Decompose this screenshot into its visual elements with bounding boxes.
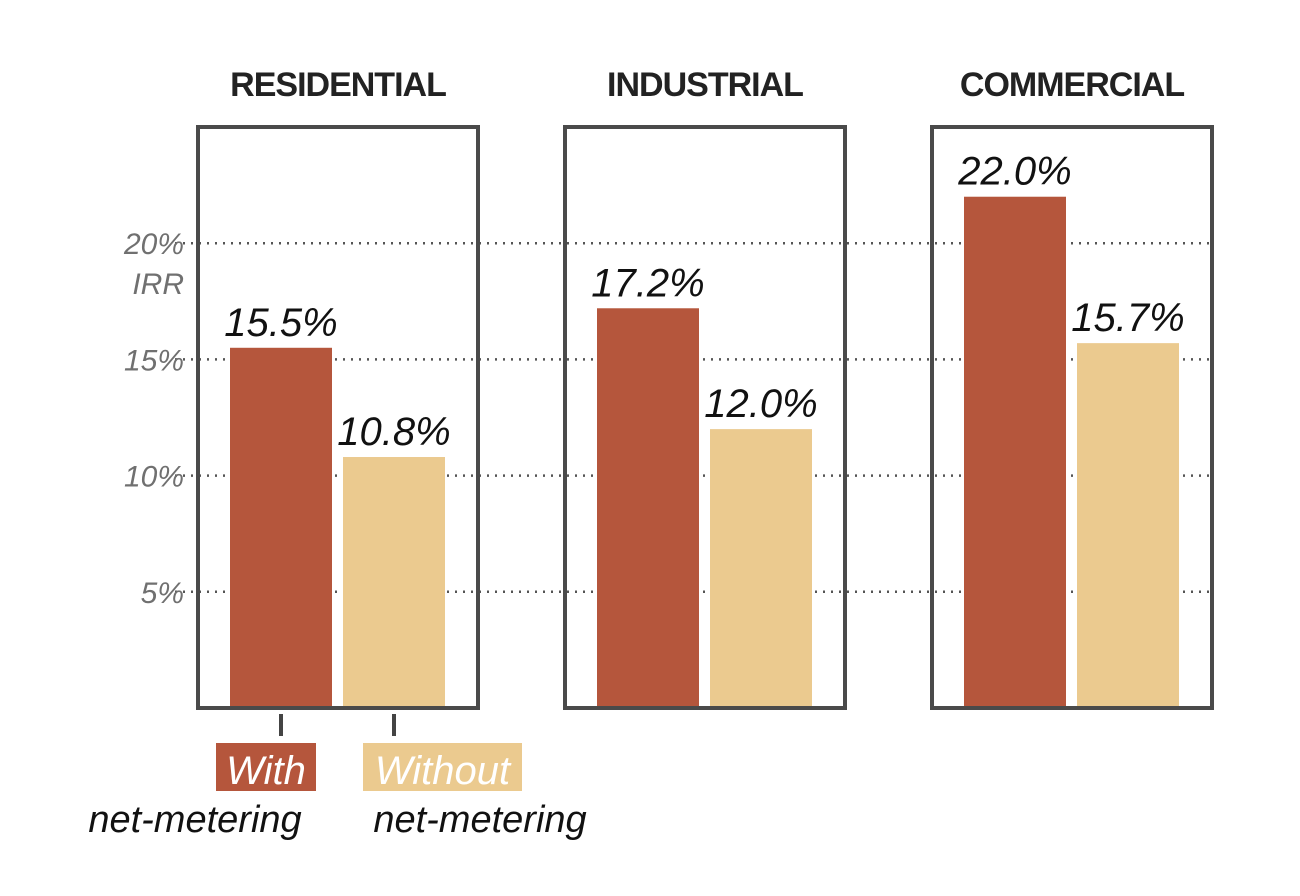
panel-frame bbox=[196, 125, 480, 710]
legend-swatch bbox=[363, 743, 522, 791]
legend-sublabel: net-metering bbox=[88, 799, 301, 841]
y-tick-label: 15% bbox=[124, 344, 184, 377]
bar bbox=[964, 196, 1066, 706]
bar bbox=[343, 457, 445, 706]
legend-sublabel: net-metering bbox=[373, 799, 586, 841]
y-tick-label: 5% bbox=[141, 577, 184, 610]
panel-frame bbox=[930, 125, 1214, 710]
legend-label: With bbox=[226, 749, 306, 793]
panel-title: INDUSTRIAL bbox=[607, 66, 803, 104]
bar bbox=[230, 347, 332, 706]
bar-value-label: 15.5% bbox=[224, 301, 337, 345]
panel-title: COMMERCIAL bbox=[960, 66, 1184, 104]
y-tick-label: 10% bbox=[124, 461, 184, 494]
bar-value-label: 17.2% bbox=[591, 261, 704, 305]
bar-value-label: 10.8% bbox=[337, 410, 450, 454]
panel-title: RESIDENTIAL bbox=[230, 66, 446, 104]
bar bbox=[1077, 343, 1179, 706]
legend-label: Without bbox=[375, 749, 512, 793]
bar-value-label: 12.0% bbox=[704, 382, 817, 426]
bar-value-label: 22.0% bbox=[957, 150, 1071, 194]
bar bbox=[710, 429, 812, 706]
bar-value-label: 15.7% bbox=[1071, 296, 1184, 340]
bar bbox=[597, 308, 699, 706]
y-axis-label: IRR bbox=[132, 268, 184, 301]
legend-swatch bbox=[216, 743, 316, 791]
panel-frame bbox=[563, 125, 847, 710]
y-tick-label: 20% bbox=[123, 228, 184, 261]
